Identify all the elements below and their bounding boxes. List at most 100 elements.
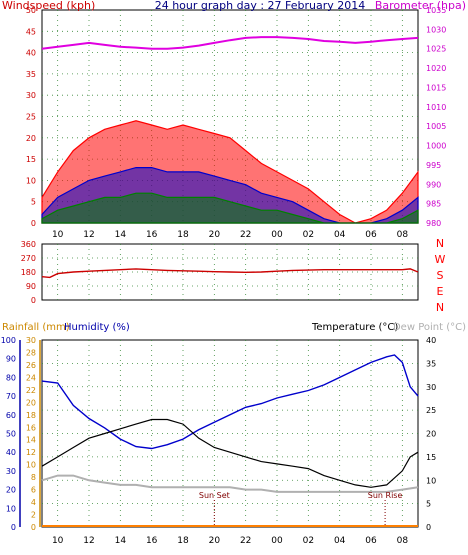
x-tick-label: 22 — [240, 536, 251, 546]
x-tick-label: 22 — [240, 230, 251, 240]
humidity-axis-title: Humidity (%) — [64, 322, 130, 333]
temp-panel-frame — [41, 339, 419, 528]
wind-axis-title: Windspeed (kph) — [2, 0, 95, 12]
humidity-y-tick-label: 70 — [6, 392, 16, 401]
direction-y-tick-label: 90 — [26, 282, 36, 291]
rainfall-axis-title: Rainfall (mm) — [2, 322, 70, 333]
direction-y-tick-label: 0 — [31, 296, 36, 305]
x-tick-label: 14 — [115, 536, 127, 546]
x-tick-label: 00 — [271, 536, 283, 546]
rain-y-tick-label: 20 — [26, 398, 36, 407]
x-tick-label: 20 — [209, 230, 221, 240]
temp-y-tick-label: 20 — [426, 430, 436, 439]
temp-y-tick-label: 35 — [426, 359, 436, 368]
humidity-y-tick-label: 30 — [6, 467, 16, 476]
rain-y-tick-label: 14 — [26, 436, 36, 445]
annotation-label: Sun Rise — [368, 491, 403, 500]
temperature-series — [41, 418, 419, 488]
rain-y-tick-label: 30 — [26, 336, 36, 345]
rain-y-tick-label: 16 — [26, 423, 36, 432]
barometer-y-tick-label: 1035 — [426, 6, 446, 15]
humidity-series — [41, 354, 419, 450]
barometer-y-tick-label: 1025 — [426, 45, 446, 54]
x-tick-label: 08 — [397, 230, 409, 240]
rain-y-tick-label: 12 — [26, 448, 36, 457]
compass-label: N — [436, 237, 444, 250]
barometer-y-tick-label: 1015 — [426, 83, 446, 92]
x-tick-label: 04 — [334, 230, 346, 240]
barometer-series — [41, 36, 419, 50]
wind-y-tick-label: 20 — [26, 134, 36, 143]
humidity-y-tick-label: 50 — [6, 430, 16, 439]
x-tick-label: 04 — [334, 536, 346, 546]
humidity-y-tick-label: 20 — [6, 486, 16, 495]
barometer-y-tick-label: 1030 — [426, 25, 446, 34]
direction-y-tick-label: 360 — [21, 240, 36, 249]
humidity-y-tick-label: 100 — [1, 336, 16, 345]
rain-y-tick-label: 22 — [26, 386, 36, 395]
barometer-y-tick-label: 1020 — [426, 64, 446, 73]
compass-label: S — [437, 269, 444, 282]
rain-y-tick-label: 28 — [26, 348, 36, 357]
x-tick-label: 08 — [397, 536, 409, 546]
temp-y-tick-label: 15 — [426, 453, 436, 462]
dewpoint-series — [41, 474, 419, 493]
compass-label: W — [435, 253, 446, 266]
wind-y-tick-label: 30 — [26, 91, 36, 100]
temp-y-tick-label: 40 — [426, 336, 436, 345]
temperature-axis-title: Temperature (°C) — [311, 322, 398, 333]
humidity-y-tick-label: 60 — [6, 411, 16, 420]
direction-y-tick-label: 270 — [21, 254, 36, 263]
compass-label: E — [437, 285, 444, 298]
x-tick-label: 16 — [146, 536, 158, 546]
rain-y-tick-label: 18 — [26, 411, 36, 420]
rain-y-tick-label: 8 — [31, 473, 36, 482]
humidity-y-tick-label: 80 — [6, 373, 16, 382]
rain-y-tick-label: 0 — [31, 523, 36, 532]
barometer-y-tick-label: 1010 — [426, 103, 446, 112]
humidity-y-tick-label: 90 — [6, 355, 16, 364]
wind-y-tick-label: 40 — [26, 49, 36, 58]
humidity-y-tick-label: 0 — [11, 523, 16, 532]
wind-y-tick-label: 35 — [26, 70, 36, 79]
temp-y-tick-label: 25 — [426, 406, 436, 415]
temp-y-tick-label: 0 — [426, 523, 431, 532]
x-tick-label: 18 — [177, 230, 189, 240]
wind-y-tick-label: 45 — [26, 27, 36, 36]
wind-direction-series — [41, 268, 419, 279]
temp-y-tick-label: 10 — [426, 476, 436, 485]
graph-title: 24 hour graph day : 27 February 2014 — [155, 0, 366, 12]
x-tick-label: 18 — [177, 536, 189, 546]
x-tick-label: 12 — [83, 230, 94, 240]
wind-y-tick-label: 25 — [26, 113, 36, 122]
temp-y-tick-label: 30 — [426, 383, 436, 392]
barometer-y-tick-label: 1000 — [426, 142, 446, 151]
x-tick-label: 00 — [271, 230, 283, 240]
wind-y-tick-label: 50 — [26, 6, 36, 15]
barometer-y-tick-label: 995 — [426, 161, 441, 170]
rain-y-tick-label: 2 — [31, 511, 36, 520]
humidity-y-tick-label: 40 — [6, 448, 16, 457]
x-tick-label: 02 — [303, 536, 314, 546]
rain-y-tick-label: 24 — [26, 373, 36, 382]
barometer-y-tick-label: 990 — [426, 180, 441, 189]
annotation-label: Sun Set — [199, 491, 230, 500]
dewpoint-axis-title: Dew Point (°C) — [393, 322, 466, 333]
barometer-axis-title: Barometer (hpa) — [375, 0, 466, 12]
x-tick-label: 02 — [303, 230, 314, 240]
wind-speed-series — [41, 192, 419, 224]
x-tick-label: 10 — [52, 230, 64, 240]
rain-y-tick-label: 26 — [26, 361, 36, 370]
rain-y-tick-label: 4 — [31, 498, 36, 507]
x-tick-label: 06 — [365, 230, 377, 240]
x-tick-label: 20 — [209, 536, 221, 546]
x-tick-label: 06 — [365, 536, 377, 546]
wind-y-tick-label: 5 — [31, 198, 36, 207]
wind-y-tick-label: 15 — [26, 155, 36, 164]
x-tick-label: 14 — [115, 230, 127, 240]
humidity-y-tick-label: 10 — [6, 504, 16, 513]
temp-y-tick-label: 5 — [426, 500, 431, 509]
wind-y-tick-label: 0 — [31, 219, 36, 228]
